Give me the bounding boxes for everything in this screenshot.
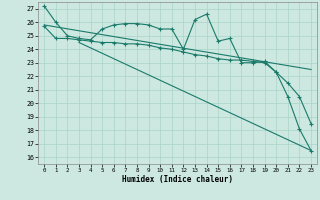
X-axis label: Humidex (Indice chaleur): Humidex (Indice chaleur): [122, 175, 233, 184]
